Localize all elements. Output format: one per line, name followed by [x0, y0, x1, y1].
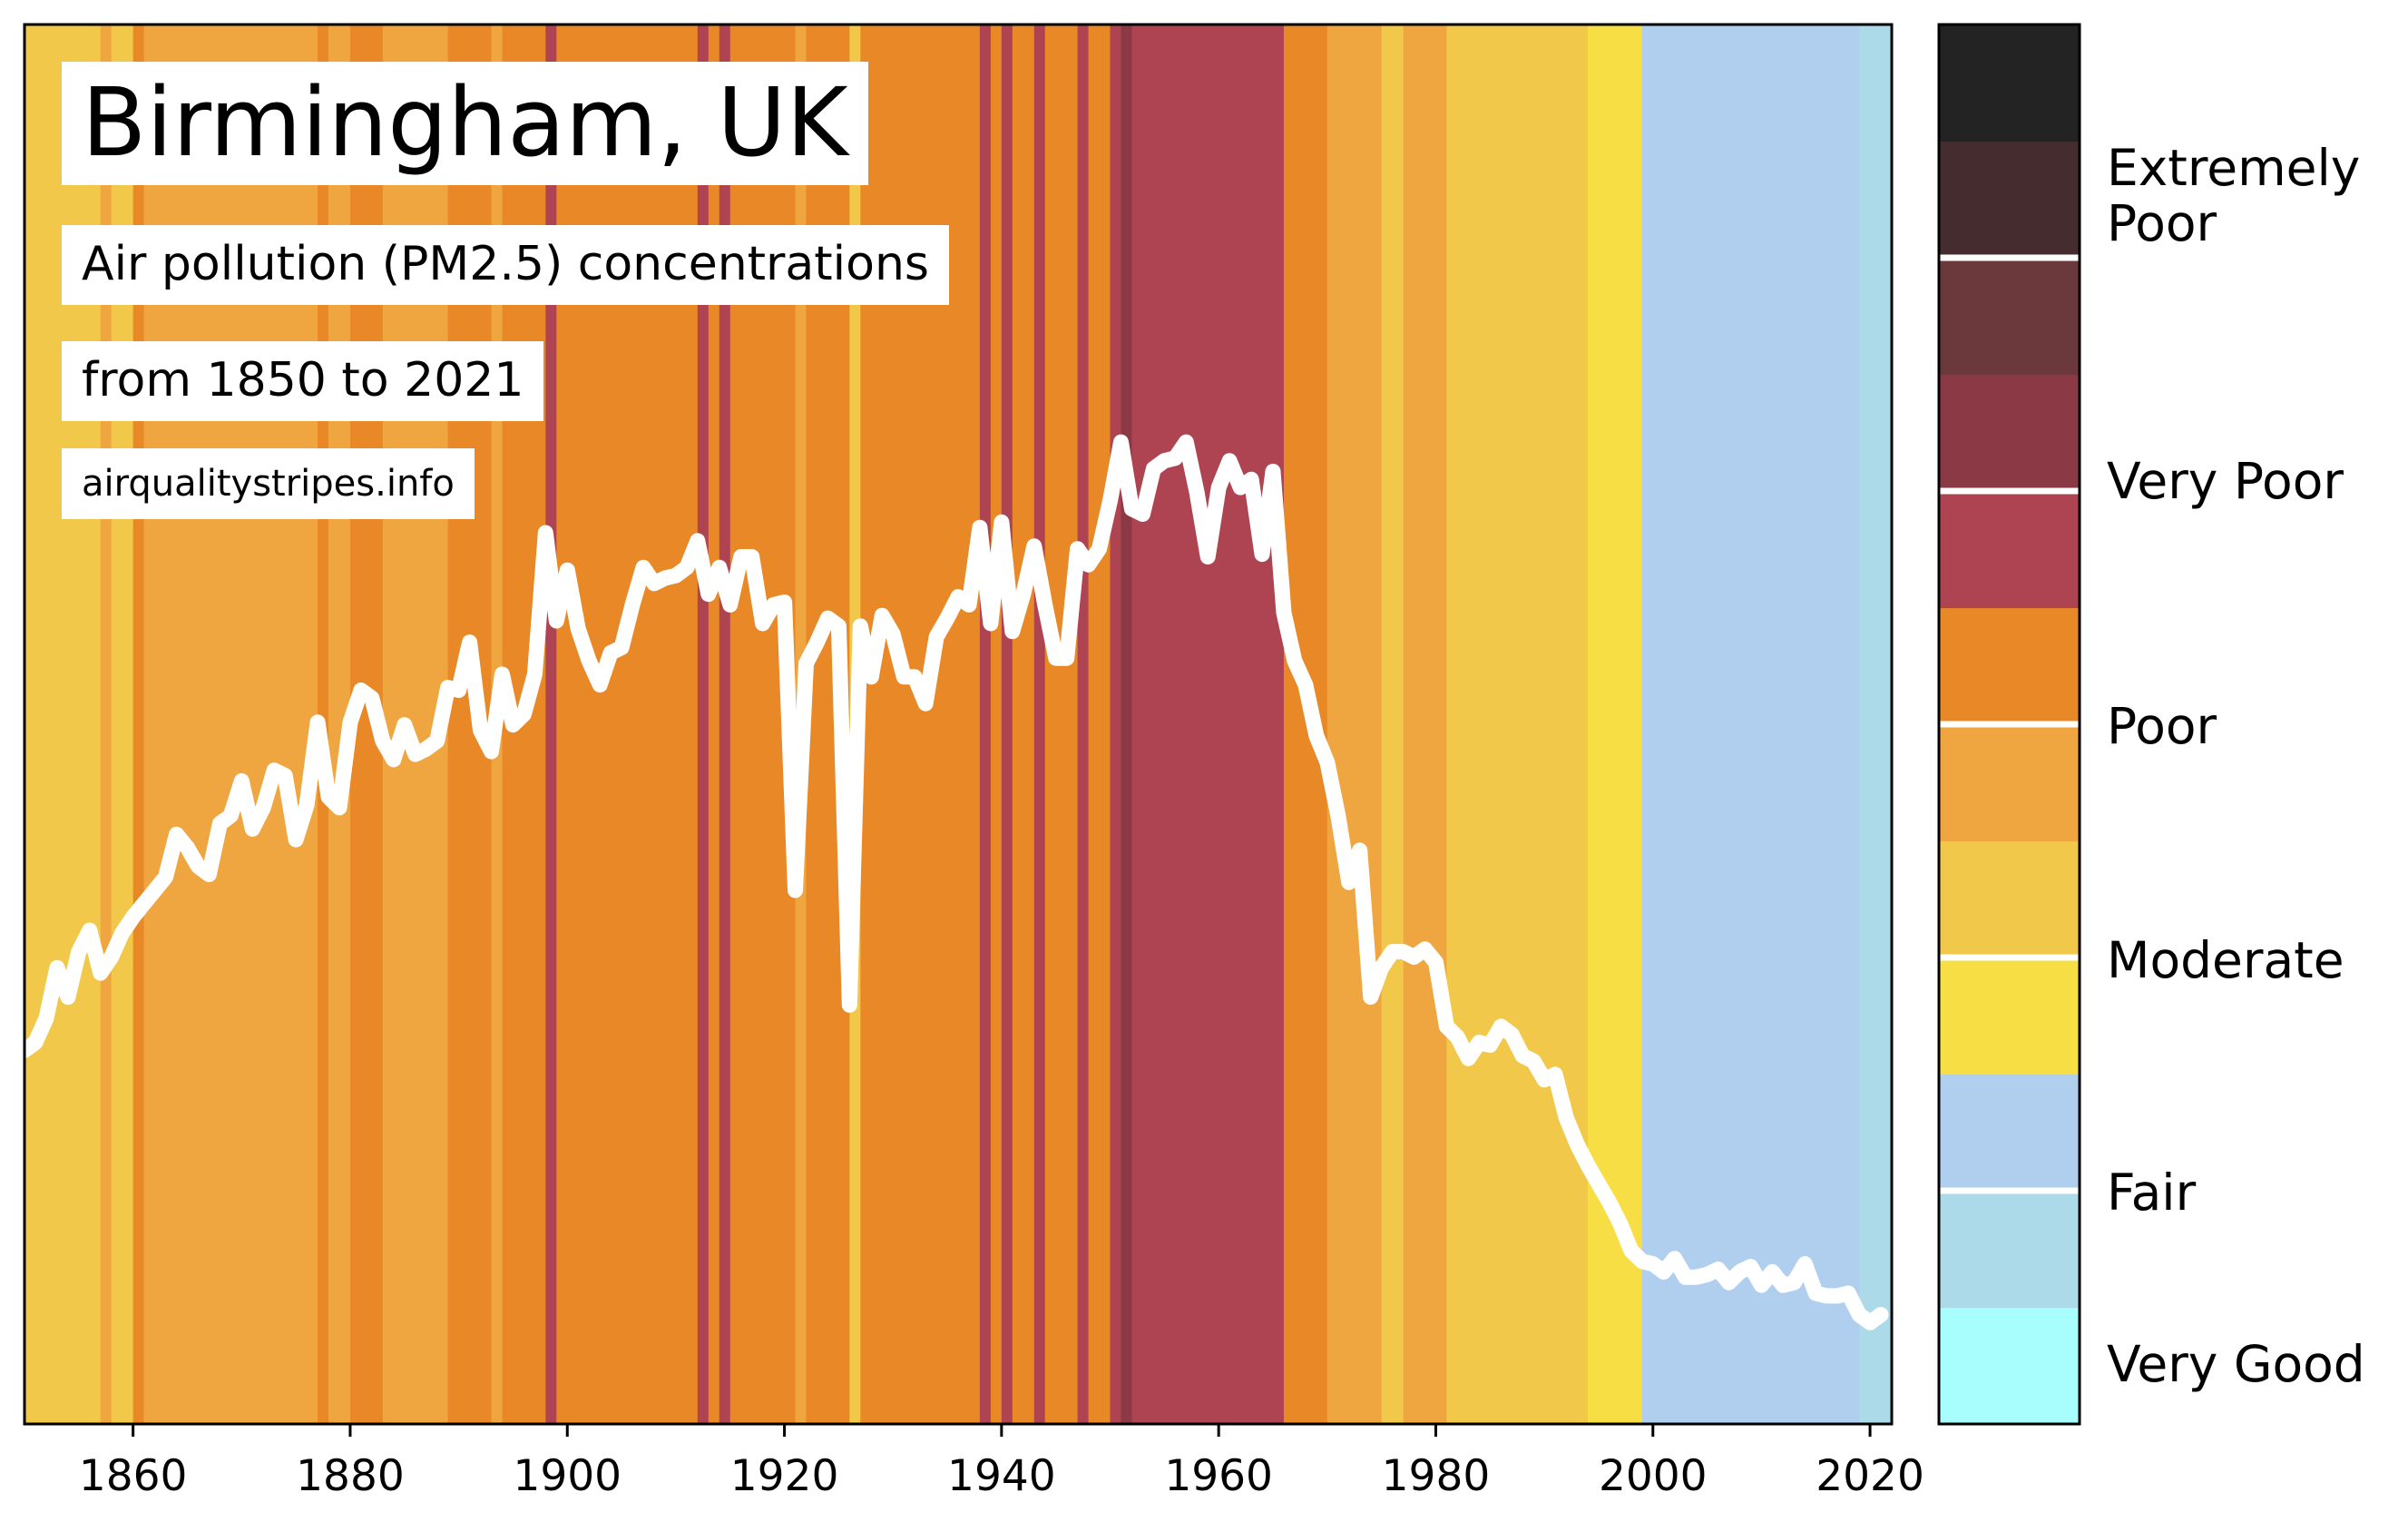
legend-swatch-very-poor-light	[1939, 491, 2080, 609]
legend-label-very-poor: Very Poor	[2107, 452, 2344, 510]
stripe-1913	[708, 25, 720, 1424]
stripe-1912	[697, 25, 710, 1424]
legend-swatch-moderate-yellow	[1939, 957, 2080, 1075]
legend-label-poor: Poor	[2107, 697, 2217, 755]
stripe-1943	[1033, 25, 1046, 1424]
legend-label-very-good: Very Good	[2107, 1335, 2365, 1393]
source-link[interactable]: airqualitystripes.info	[62, 448, 475, 519]
x-tick-label-1860: 1860	[79, 1451, 188, 1501]
legend-swatch-poor-light	[1939, 724, 2080, 842]
legend-swatch-extremely-poor-2	[1939, 141, 2080, 259]
pm25-line-layer	[16, 434, 1889, 1331]
legend-swatch-very-good	[1939, 1307, 2080, 1425]
stripe-1970	[1326, 25, 1383, 1424]
chart-title: Birmingham, UK	[62, 62, 868, 186]
x-tick-label-1900: 1900	[513, 1451, 622, 1501]
x-tick-label-1980: 1980	[1382, 1451, 1491, 1501]
stripe-1999	[1641, 25, 1860, 1424]
stripe-1947	[1077, 25, 1090, 1424]
legend-label-extremely-poor: Extremely Poor	[2107, 139, 2361, 252]
stripe-1948	[1088, 25, 1111, 1424]
stripe-1952	[1131, 25, 1285, 1424]
x-axis: 1860 1880 1900 1920 1940 1960 1980 2000 2020	[79, 1424, 1924, 1501]
stripe-1950	[1110, 25, 1122, 1424]
stripe-1951	[1121, 25, 1133, 1424]
plot-frame	[23, 23, 1894, 1426]
x-tick-label-1880: 1880	[296, 1451, 405, 1501]
stripe-2019	[1859, 25, 1893, 1424]
stripe-1975	[1381, 25, 1405, 1424]
x-tick-label-1940: 1940	[947, 1451, 1056, 1501]
legend-swatch-very-poor	[1939, 374, 2080, 492]
stripe-1940	[1001, 25, 1013, 1424]
legend-swatch-extremely-poor-1	[1939, 258, 2080, 376]
stripe-1944	[1044, 25, 1079, 1424]
legend-frame	[1937, 23, 2081, 1426]
legend-colorbar	[1939, 25, 2080, 1425]
stripe-1977	[1403, 25, 1448, 1424]
chart-subtitle: Air pollution (PM2.5) concentrations	[62, 225, 949, 305]
pm25-series-line	[16, 434, 1889, 1331]
legend-swatch-fair-light	[1939, 1191, 2080, 1309]
legend-swatch-moderate	[1939, 840, 2080, 958]
x-tick-label-1920: 1920	[730, 1451, 839, 1501]
legend-swatch-poor	[1939, 607, 2080, 725]
stripe-1914	[719, 25, 731, 1424]
stripe-1938	[979, 25, 992, 1424]
stripe-1939	[990, 25, 1003, 1424]
legend-swatch-extremely-poor-3	[1939, 25, 2080, 142]
legend-label-fair: Fair	[2107, 1164, 2197, 1222]
legend-swatch-fair	[1939, 1074, 2080, 1192]
stripe-1898	[545, 25, 557, 1424]
x-tick-label-2020: 2020	[1816, 1451, 1924, 1501]
stripe-1941	[1012, 25, 1035, 1424]
stripe-1981	[1446, 25, 1589, 1424]
legend-label-moderate: Moderate	[2107, 931, 2344, 989]
x-tick-label-1960: 1960	[1164, 1451, 1273, 1501]
year-range-label: from 1850 to 2021	[62, 341, 544, 421]
x-tick-label-2000: 2000	[1599, 1451, 1708, 1501]
